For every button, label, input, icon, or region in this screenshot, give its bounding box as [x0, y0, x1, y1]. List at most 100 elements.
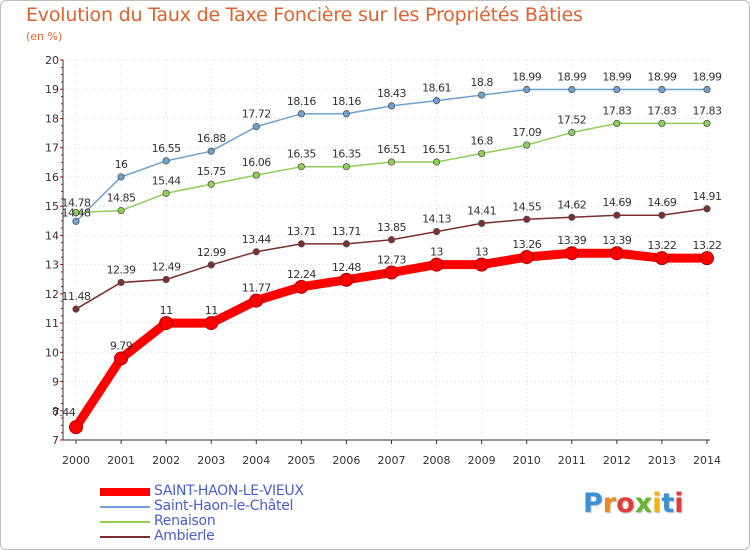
y-tick-label: 18 — [45, 112, 59, 125]
data-point — [252, 171, 260, 179]
data-point — [342, 240, 351, 248]
data-label: 12.48 — [332, 261, 361, 274]
logo-letter: t — [661, 488, 675, 519]
x-tick-label: 2003 — [197, 454, 225, 467]
legend-swatch — [100, 487, 150, 496]
data-point — [703, 85, 711, 94]
data-point — [72, 305, 80, 313]
data-label: 14.85 — [107, 192, 136, 205]
data-point — [162, 189, 170, 197]
data-point — [384, 265, 399, 280]
y-tick-label: 16 — [45, 171, 59, 184]
data-label: 18.99 — [557, 71, 586, 84]
data-label: 14.69 — [602, 196, 631, 209]
logo-letter: i — [674, 488, 684, 519]
data-point — [432, 158, 441, 166]
data-point — [568, 128, 576, 137]
data-label: 16.51 — [377, 143, 406, 156]
logo-letter: o — [616, 488, 635, 519]
data-point — [339, 272, 354, 287]
y-tick-label: 20 — [45, 54, 59, 67]
x-tick-label: 2014 — [693, 454, 721, 467]
data-point — [478, 149, 486, 158]
data-point — [478, 219, 486, 227]
data-point — [117, 173, 125, 181]
data-point — [568, 85, 576, 94]
data-point — [564, 246, 579, 261]
data-label: 16.51 — [422, 143, 451, 156]
data-label: 13.22 — [693, 239, 722, 252]
x-tick-label: 2013 — [648, 454, 676, 467]
data-point — [69, 420, 83, 435]
data-label: 15.75 — [197, 165, 226, 178]
data-point — [703, 119, 711, 128]
data-label: 16.88 — [197, 132, 226, 145]
data-point — [654, 251, 669, 266]
data-label: 13 — [475, 246, 488, 259]
data-label: 12.73 — [377, 254, 406, 267]
data-point — [523, 215, 531, 223]
data-label: 16.35 — [287, 148, 316, 161]
data-label: 15.44 — [152, 174, 181, 187]
data-label: 18.99 — [647, 71, 676, 84]
data-label: 13.85 — [377, 221, 406, 234]
legend-swatch — [100, 535, 150, 538]
grid-lines — [63, 59, 710, 441]
data-point — [432, 97, 441, 105]
data-point — [294, 279, 309, 294]
data-label: 7.44 — [53, 406, 76, 419]
data-label: 17.83 — [693, 104, 722, 117]
data-point — [114, 351, 129, 366]
data-label: 11.77 — [242, 282, 271, 295]
data-label: 17.72 — [242, 108, 271, 121]
x-tick-label: 2006 — [332, 454, 360, 467]
data-point — [297, 163, 305, 171]
axes: 7 8 9 10 11 12 13 14 15 16 17 18 19 20 2000 2001 2002 200… — [45, 54, 721, 467]
data-label: 13.71 — [287, 225, 316, 238]
data-point — [117, 206, 125, 215]
y-tick-label: 13 — [45, 259, 59, 272]
data-point — [72, 217, 80, 225]
data-point — [117, 278, 125, 287]
legend-swatch — [100, 505, 150, 508]
data-label: 12.99 — [197, 246, 226, 259]
data-label: 18.99 — [693, 71, 722, 84]
y-tick-label: 11 — [45, 317, 59, 330]
data-label: 13.44 — [242, 233, 271, 246]
data-label: 14.41 — [467, 204, 496, 217]
data-point — [613, 85, 621, 94]
x-tick-label: 2000 — [62, 454, 90, 467]
data-point — [162, 157, 170, 165]
legend-label: Renaison — [154, 513, 216, 529]
data-point — [342, 110, 351, 118]
data-point — [658, 119, 666, 128]
data-label: 17.09 — [512, 126, 541, 139]
data-point — [207, 261, 215, 269]
y-tick-label: 14 — [45, 229, 59, 242]
data-label: 16.35 — [332, 148, 361, 161]
logo-letter: i — [652, 488, 662, 519]
data-label: 18.99 — [602, 71, 631, 84]
data-label: 18.43 — [377, 87, 406, 100]
data-label: 16.55 — [152, 142, 181, 155]
y-tick-label: 15 — [45, 200, 59, 213]
data-point — [249, 293, 264, 308]
data-point — [159, 316, 174, 331]
legend-label: Saint-Haon-le-Châtel — [154, 498, 294, 514]
y-tick-label: 9 — [52, 376, 59, 389]
data-label: 12.39 — [107, 263, 136, 276]
data-label: 14.78 — [62, 197, 91, 210]
data-point — [658, 211, 666, 219]
chart-title: Evolution du Taux de Taxe Foncière sur l… — [26, 4, 583, 26]
y-tick-label: 10 — [45, 346, 59, 359]
data-point — [429, 257, 444, 272]
data-label: 18.61 — [422, 82, 451, 95]
data-label: 14.13 — [422, 213, 451, 226]
logo-letter: P — [583, 488, 603, 519]
series-layer — [69, 85, 714, 435]
data-label: 13.39 — [602, 234, 631, 247]
data-point — [700, 251, 714, 266]
data-label: 13.39 — [557, 234, 586, 247]
data-label: 14.69 — [647, 196, 676, 209]
